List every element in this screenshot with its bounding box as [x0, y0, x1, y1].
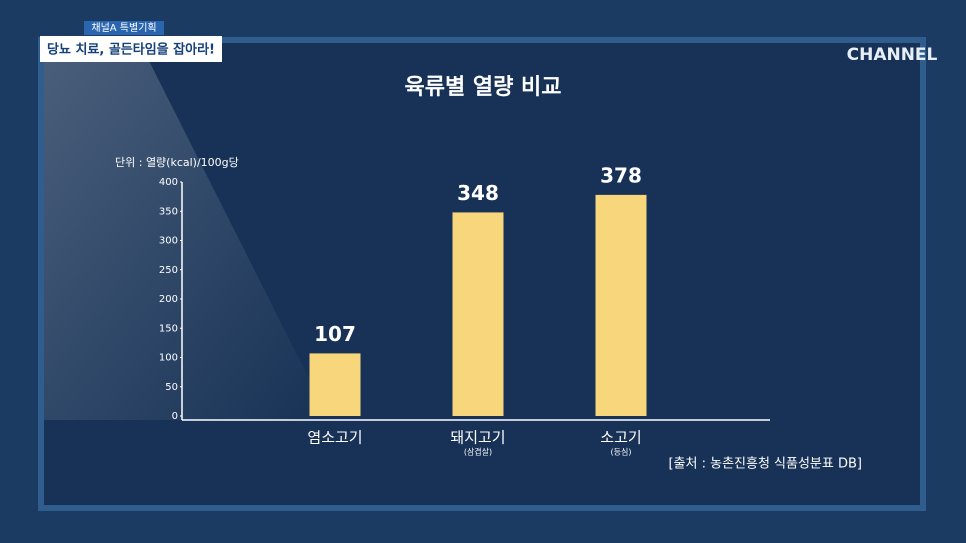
- y-tick-label: 250: [159, 265, 178, 276]
- value-label: 348: [457, 181, 499, 205]
- y-tick-label: 0: [172, 411, 178, 422]
- x-tick-label: 돼지고기: [450, 429, 505, 447]
- y-tick-label: 350: [159, 206, 178, 217]
- x-tick-label: 염소고기: [307, 429, 362, 447]
- y-tick-label: 300: [159, 236, 178, 247]
- source: [출처 : 농촌진흥청 식품성분표 DB]: [668, 457, 862, 472]
- program-badge: [84, 21, 164, 35]
- y-tick-label: 100: [159, 353, 178, 364]
- y-tick-label: 50: [165, 382, 178, 393]
- value-label: 107: [314, 322, 356, 346]
- value-label: 378: [600, 163, 642, 187]
- bar: [309, 353, 361, 416]
- bar: [452, 212, 504, 416]
- program: 채널A 특별기획: [91, 22, 156, 34]
- headline-box: [40, 36, 222, 62]
- y-tick-label: 400: [159, 177, 178, 188]
- category-note: (삼겹살): [464, 447, 492, 457]
- category-note: (등심): [611, 447, 632, 457]
- headline: 당뇨 치료, 골든타임을 잡아라!: [47, 42, 215, 58]
- light-beam: [44, 43, 330, 420]
- y-axis-label: 단위 : 열량(kcal)/100g당: [115, 156, 239, 169]
- y-tick-label: 150: [159, 323, 178, 334]
- x-tick-label: 소고기: [600, 429, 641, 447]
- y-tick-label: 200: [159, 294, 178, 305]
- logo: CHANNEL: [847, 45, 938, 65]
- bar: [595, 194, 647, 416]
- chart-title: 육류별 열량 비교: [405, 75, 562, 100]
